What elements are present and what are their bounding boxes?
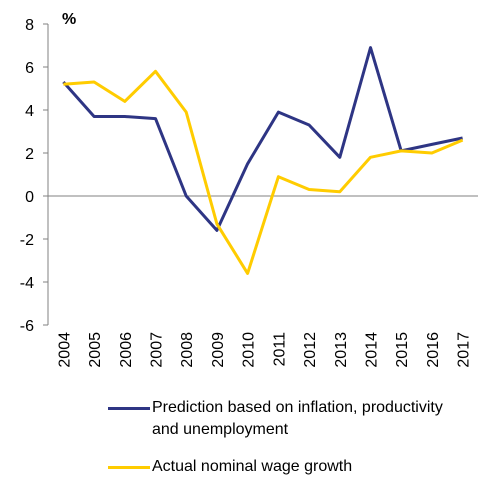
x-tick-label: 2012 — [302, 332, 319, 368]
legend-item-actual: Actual nominal wage growth — [108, 456, 468, 478]
chart-labels: -6 -4 -2 0 2 4 6 8 % 2004 2005 2006 2007 2008 2009 2010… — [20, 11, 473, 368]
legend-label-prediction: Prediction based on inflation, productiv… — [152, 399, 443, 438]
x-tick-label: 2006 — [118, 332, 135, 368]
chart-axes — [43, 23, 478, 326]
x-tick-label: 2017 — [456, 332, 473, 368]
legend-swatch-actual — [108, 466, 150, 469]
legend-swatch-prediction — [108, 407, 150, 410]
chart-series — [62, 46, 464, 275]
line-chart: -6 -4 -2 0 2 4 6 8 % 2004 2005 2006 2007 2008 2009 2010… — [20, 11, 478, 368]
x-tick-label: 2014 — [364, 332, 381, 368]
legend-label-actual: Actual nominal wage growth — [152, 458, 353, 475]
y-tick-label: 8 — [25, 17, 34, 34]
y-tick-label: 4 — [25, 103, 34, 120]
x-tick-label: 2016 — [425, 332, 442, 368]
x-tick-label: 2005 — [87, 332, 104, 368]
x-tick-label: 2007 — [149, 332, 166, 368]
legend: Prediction based on inflation, productiv… — [108, 397, 468, 493]
y-tick-label: -4 — [20, 275, 34, 292]
y-tick-label: -2 — [20, 232, 34, 249]
y-tick-label: 2 — [25, 146, 34, 163]
x-tick-label: 2008 — [179, 332, 196, 368]
y-tick-label: 0 — [25, 189, 34, 206]
x-tick-label: 2004 — [56, 332, 73, 368]
x-tick-label: 2015 — [394, 332, 411, 368]
series-line-actual — [63, 69, 464, 275]
x-tick-label: 2010 — [241, 332, 258, 368]
x-tick-label: 2009 — [210, 332, 227, 368]
x-tick-label: 2013 — [333, 332, 350, 368]
unit-label: % — [62, 11, 76, 28]
y-tick-label: 6 — [25, 60, 34, 77]
x-tick-label: 2011 — [271, 332, 288, 367]
series-line-prediction — [62, 46, 463, 232]
y-tick-label: -6 — [20, 318, 34, 335]
legend-item-prediction: Prediction based on inflation, productiv… — [108, 397, 468, 441]
